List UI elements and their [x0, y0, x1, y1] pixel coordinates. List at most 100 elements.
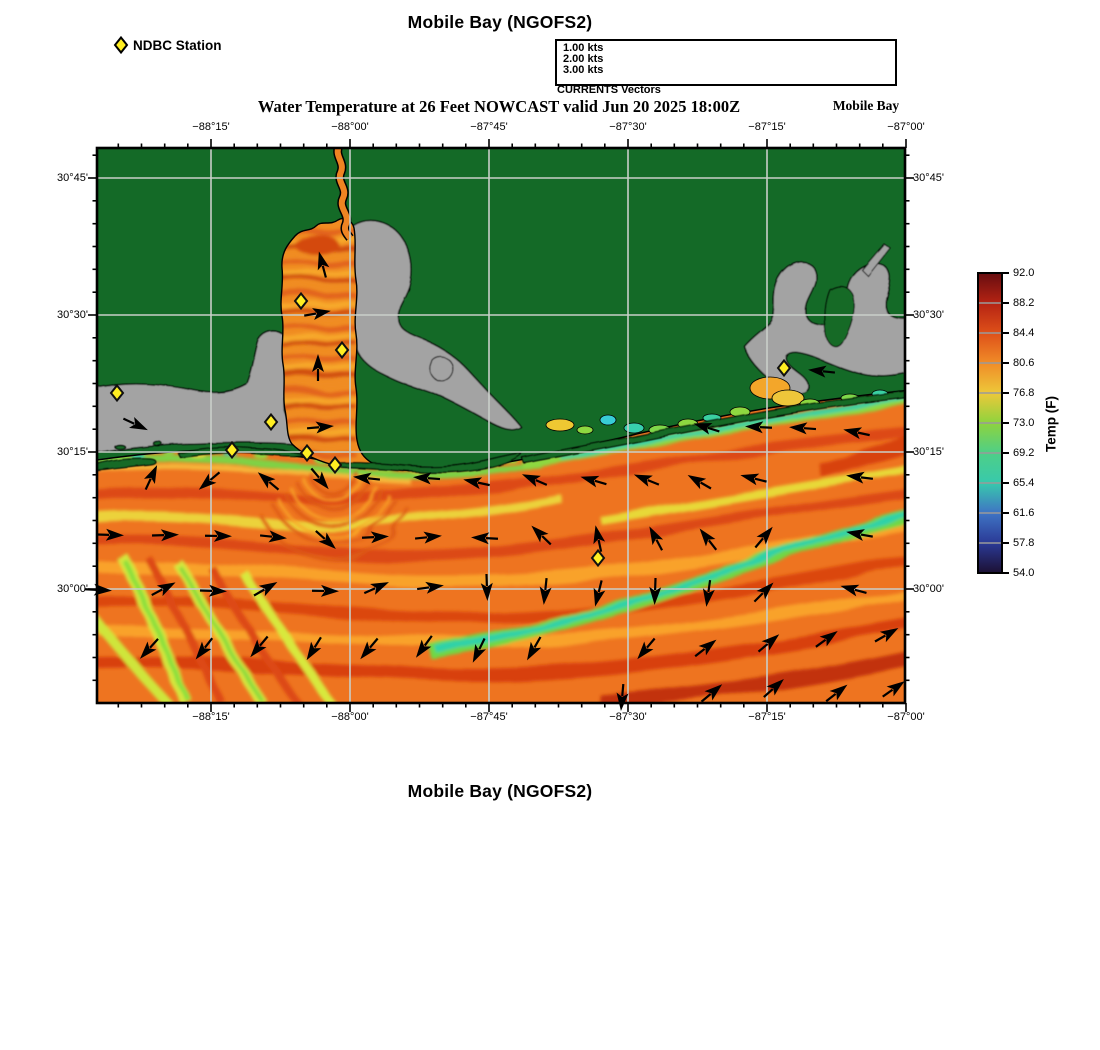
currents-legend-row: 3.00 kts — [563, 64, 604, 76]
current-arrow — [416, 581, 444, 594]
bay-mouth-ripples — [258, 471, 410, 561]
colorbar — [977, 272, 1009, 574]
current-arrow — [580, 475, 607, 488]
map-subtitle: Water Temperature at 26 Feet NOWCAST val… — [257, 97, 741, 116]
y-axis-label: 30°30' — [57, 308, 88, 321]
y-axis-label: 30°45' — [57, 171, 88, 184]
ndbc-legend-label: NDBC Station — [133, 38, 222, 53]
current-arrow — [754, 526, 773, 549]
ndbc-station-marker — [590, 548, 606, 568]
current-arrow — [637, 637, 656, 660]
current-arrow — [306, 421, 334, 434]
current-arrow — [151, 529, 179, 542]
colorbar-tick-label: 54.0 — [1013, 566, 1035, 579]
current-arrow — [593, 580, 606, 607]
y-axis-label: 30°45' — [913, 171, 944, 184]
current-arrow — [480, 573, 493, 601]
current-arrow — [527, 636, 542, 661]
x-axis-label: −87°00' — [887, 711, 925, 723]
current-arrow — [757, 634, 780, 653]
current-arrow — [694, 639, 717, 658]
colorbar-tick-label: 80.6 — [1013, 356, 1035, 369]
current-arrow — [84, 583, 112, 596]
colorbar-tick-label: 88.2 — [1013, 296, 1035, 309]
ndbc-station-marker — [224, 440, 240, 460]
current-arrow — [144, 465, 158, 491]
current-arrow — [317, 251, 330, 278]
current-arrow — [874, 628, 899, 643]
x-axis-label: −87°30' — [609, 711, 647, 723]
map-border — [95, 146, 907, 705]
current-arrow — [763, 678, 784, 698]
colorbar-tick-label: 84.4 — [1013, 326, 1035, 339]
current-arrow — [649, 526, 664, 551]
current-arrow — [745, 421, 773, 434]
current-arrow — [687, 475, 712, 490]
current-arrow — [789, 422, 817, 435]
footer-title: Mobile Bay (NGOFS2) — [407, 781, 593, 801]
colorbar-tick-label: 76.8 — [1013, 386, 1035, 399]
mobile-river — [333, 148, 354, 241]
current-arrow — [521, 474, 548, 487]
colorbar-tick-label: 73.0 — [1013, 416, 1035, 429]
region-label: Mobile Bay — [832, 98, 900, 113]
x-axis-label: −87°15' — [748, 711, 786, 723]
current-arrow — [700, 684, 723, 703]
current-arrow — [361, 531, 389, 544]
y-axis-label: 30°15' — [57, 445, 88, 458]
y-axis-label: 30°00' — [913, 582, 944, 595]
current-arrow — [693, 423, 720, 435]
colorbar-tick-label: 69.2 — [1013, 446, 1035, 459]
currents-legend-caption: CURRENTS Vectors — [557, 84, 661, 96]
ndbc-station-marker — [327, 455, 343, 475]
current-arrow — [843, 427, 870, 440]
y-axis-label: 30°15' — [913, 445, 944, 458]
current-arrow — [353, 472, 381, 485]
axis-ticks — [88, 139, 914, 712]
current-arrow — [471, 532, 499, 545]
x-axis-label: −87°15' — [748, 121, 786, 133]
current-arrow — [415, 635, 433, 658]
current-arrow — [250, 635, 269, 658]
ndbc-station-marker — [776, 358, 792, 378]
current-arrow — [151, 582, 176, 597]
current-arrow — [315, 530, 336, 550]
ndbc-stations — [109, 291, 792, 568]
current-arrow — [96, 528, 124, 541]
current-arrow — [195, 637, 214, 660]
x-axis-label: −87°45' — [470, 711, 508, 723]
x-axis-label: −87°45' — [470, 121, 508, 133]
current-arrow — [702, 579, 715, 607]
current-arrow — [199, 584, 227, 597]
x-axis-label: −88°00' — [331, 711, 369, 723]
current-arrow — [122, 417, 148, 431]
colorbar-tick-label: 61.6 — [1013, 506, 1035, 519]
gulf-water — [97, 390, 905, 703]
y-axis-label: 30°30' — [913, 308, 944, 321]
current-arrow — [311, 584, 339, 597]
current-arrow — [840, 584, 867, 597]
current-arrow — [846, 471, 874, 484]
current-arrow — [531, 525, 552, 546]
current-arrow — [360, 637, 379, 660]
current-arrow — [825, 684, 848, 703]
current-arrow — [699, 528, 718, 551]
current-arrow — [463, 477, 490, 490]
current-arrow — [304, 308, 331, 320]
current-arrow — [593, 525, 606, 552]
current-arrow — [257, 472, 280, 491]
current-arrow — [808, 365, 836, 378]
colorbar-tick-label: 92.0 — [1013, 266, 1035, 279]
y-axis-label: 30°00' — [57, 582, 88, 595]
currents-legend-row: 2.00 kts — [563, 53, 604, 65]
current-arrow — [616, 683, 629, 711]
ndbc-legend-icon — [113, 35, 129, 55]
page-title: Mobile Bay (NGOFS2) — [407, 12, 593, 32]
current-arrow — [740, 473, 767, 486]
current-arrow — [649, 577, 662, 605]
current-arrow — [815, 630, 838, 648]
map-canvas — [84, 35, 1009, 712]
x-axis-label: −88°15' — [192, 121, 230, 133]
grid-lines — [97, 148, 905, 703]
